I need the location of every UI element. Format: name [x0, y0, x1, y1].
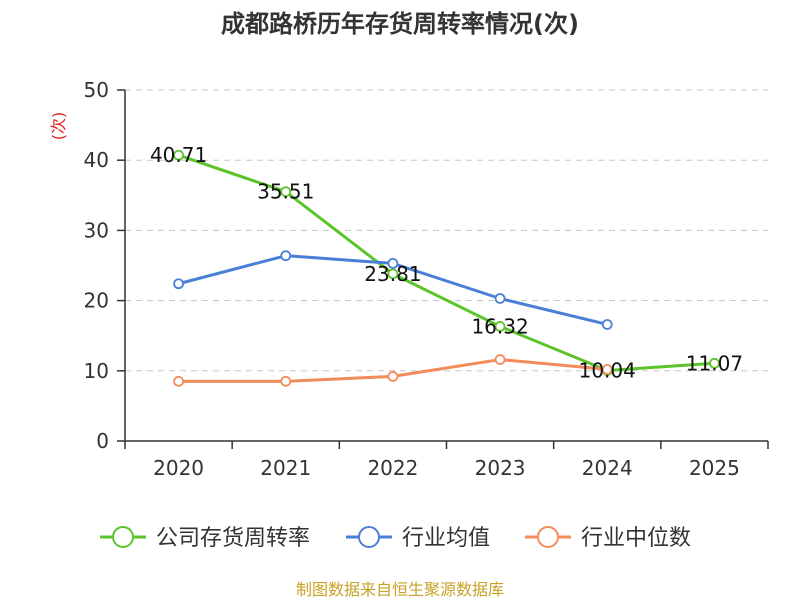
gridlines: [125, 89, 768, 372]
data-label-2022: 23.81: [364, 262, 421, 286]
y-tick-label-30: 30: [84, 218, 109, 242]
legend-marker-2: [537, 526, 559, 548]
point-s0-2025: [709, 357, 720, 369]
y-axis-label: (次): [49, 112, 68, 141]
x-tick-label-2025: 2025: [689, 456, 740, 480]
data-label-2025: 11.07: [686, 351, 743, 375]
data-label-2023: 16.32: [471, 314, 528, 338]
y-tick-label-50: 50: [84, 78, 109, 102]
x-tick-label-2023: 2023: [475, 456, 526, 480]
point-s1-2020: [173, 278, 184, 290]
point-s1-2024: [601, 319, 613, 330]
point-s1-2021: [280, 250, 292, 262]
legend-item-0[interactable]: 公司存货周转率: [156, 526, 310, 551]
x-tick-label-2020: 2020: [153, 456, 204, 480]
legend-marker-0: [112, 526, 134, 548]
point-s1-2022: [387, 257, 399, 269]
y-tick-label-40: 40: [84, 148, 109, 172]
legend-item-1[interactable]: 行业均值: [402, 526, 490, 551]
legend[interactable]: 公司存货周转率 行业均值 行业中位数: [100, 526, 691, 551]
series-line-0: [178, 153, 715, 373]
x-tick-label-2022: 2022: [367, 456, 418, 480]
point-s2-2023: [494, 354, 506, 365]
point-s2-2021: [280, 375, 292, 387]
series-lines: [173, 149, 720, 387]
data-label-2020: 40.71: [150, 143, 207, 167]
point-s0-2020: [173, 149, 184, 161]
point-s2-2024: [601, 363, 613, 375]
y-tick-label-20: 20: [84, 289, 109, 313]
x-tick-label-2021: 2021: [260, 456, 311, 480]
point-s0-2022: [387, 268, 399, 280]
source-note: 制图数据来自恒生聚源数据库: [296, 580, 504, 599]
data-label-2024: 10.04: [579, 359, 636, 383]
y-tick-label-0: 0: [96, 429, 109, 453]
point-s2-2020: [173, 375, 184, 387]
point-s0-2021: [280, 186, 292, 198]
chart-title: 成都路桥历年存货周转率情况(次): [221, 10, 579, 38]
point-s1-2023: [494, 293, 506, 304]
x-tick-label-2024: 2024: [582, 456, 633, 480]
axes: 0 10 20 30 40 50 2020 2021 2022 2023 2024 2025: [84, 78, 769, 480]
legend-item-2[interactable]: 行业中位数: [581, 526, 691, 551]
point-s2-2022: [387, 371, 399, 382]
data-labels: 40.71 35.51 23.81 16.32 10.04 11.07: [150, 143, 743, 382]
legend-marker-1: [358, 526, 380, 548]
point-s0-2023: [494, 321, 506, 332]
y-tick-label-10: 10: [84, 359, 109, 383]
data-label-2021: 35.51: [257, 180, 314, 204]
